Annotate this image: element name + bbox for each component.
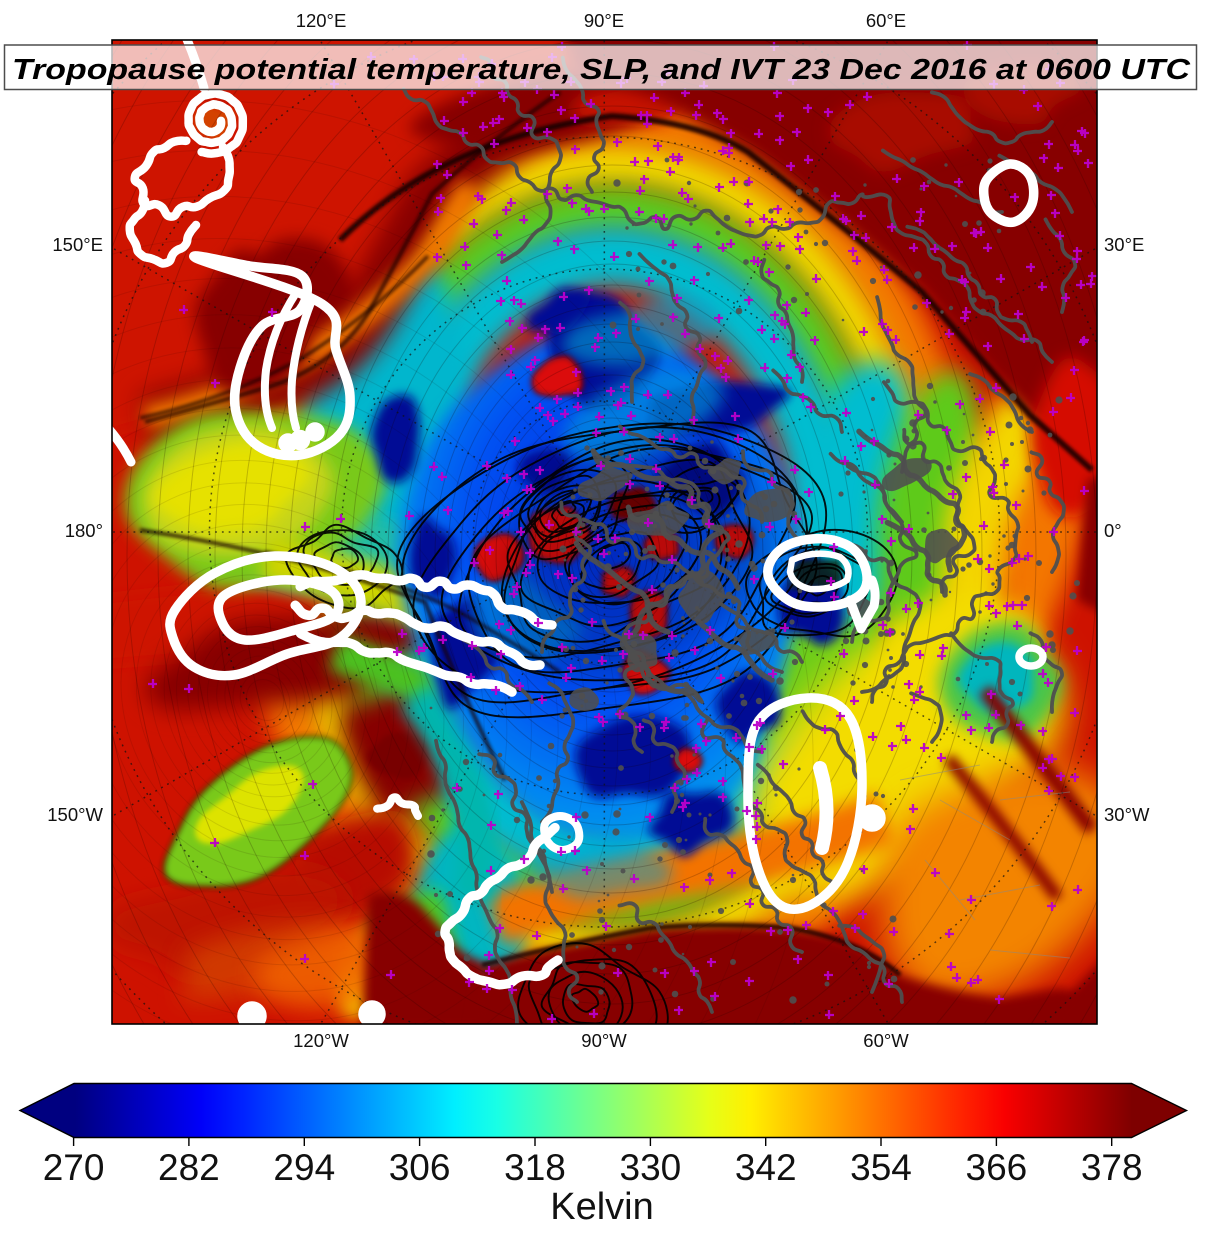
svg-text:378: 378 (1081, 1147, 1143, 1188)
svg-text:30°E: 30°E (1104, 234, 1144, 255)
svg-text:330: 330 (620, 1147, 682, 1188)
svg-text:60°E: 60°E (866, 10, 906, 31)
svg-text:Tropopause potential temperatu: Tropopause potential temperature, SLP, a… (12, 54, 1191, 86)
svg-text:282: 282 (158, 1147, 220, 1188)
svg-text:306: 306 (389, 1147, 451, 1188)
svg-text:120°W: 120°W (293, 1030, 349, 1051)
svg-text:270: 270 (43, 1147, 105, 1188)
svg-text:60°W: 60°W (863, 1030, 909, 1051)
svg-text:90°E: 90°E (584, 10, 624, 31)
svg-text:366: 366 (966, 1147, 1028, 1188)
svg-text:0°: 0° (1104, 520, 1122, 541)
svg-text:90°W: 90°W (581, 1030, 627, 1051)
svg-text:120°E: 120°E (296, 10, 347, 31)
svg-text:354: 354 (850, 1147, 912, 1188)
svg-text:294: 294 (273, 1147, 335, 1188)
svg-text:342: 342 (735, 1147, 797, 1188)
svg-text:150°E: 150°E (52, 234, 103, 255)
svg-text:180°: 180° (65, 520, 103, 541)
svg-text:Kelvin: Kelvin (550, 1186, 654, 1228)
svg-text:318: 318 (504, 1147, 566, 1188)
svg-text:150°W: 150°W (47, 804, 103, 825)
svg-text:30°W: 30°W (1104, 804, 1150, 825)
